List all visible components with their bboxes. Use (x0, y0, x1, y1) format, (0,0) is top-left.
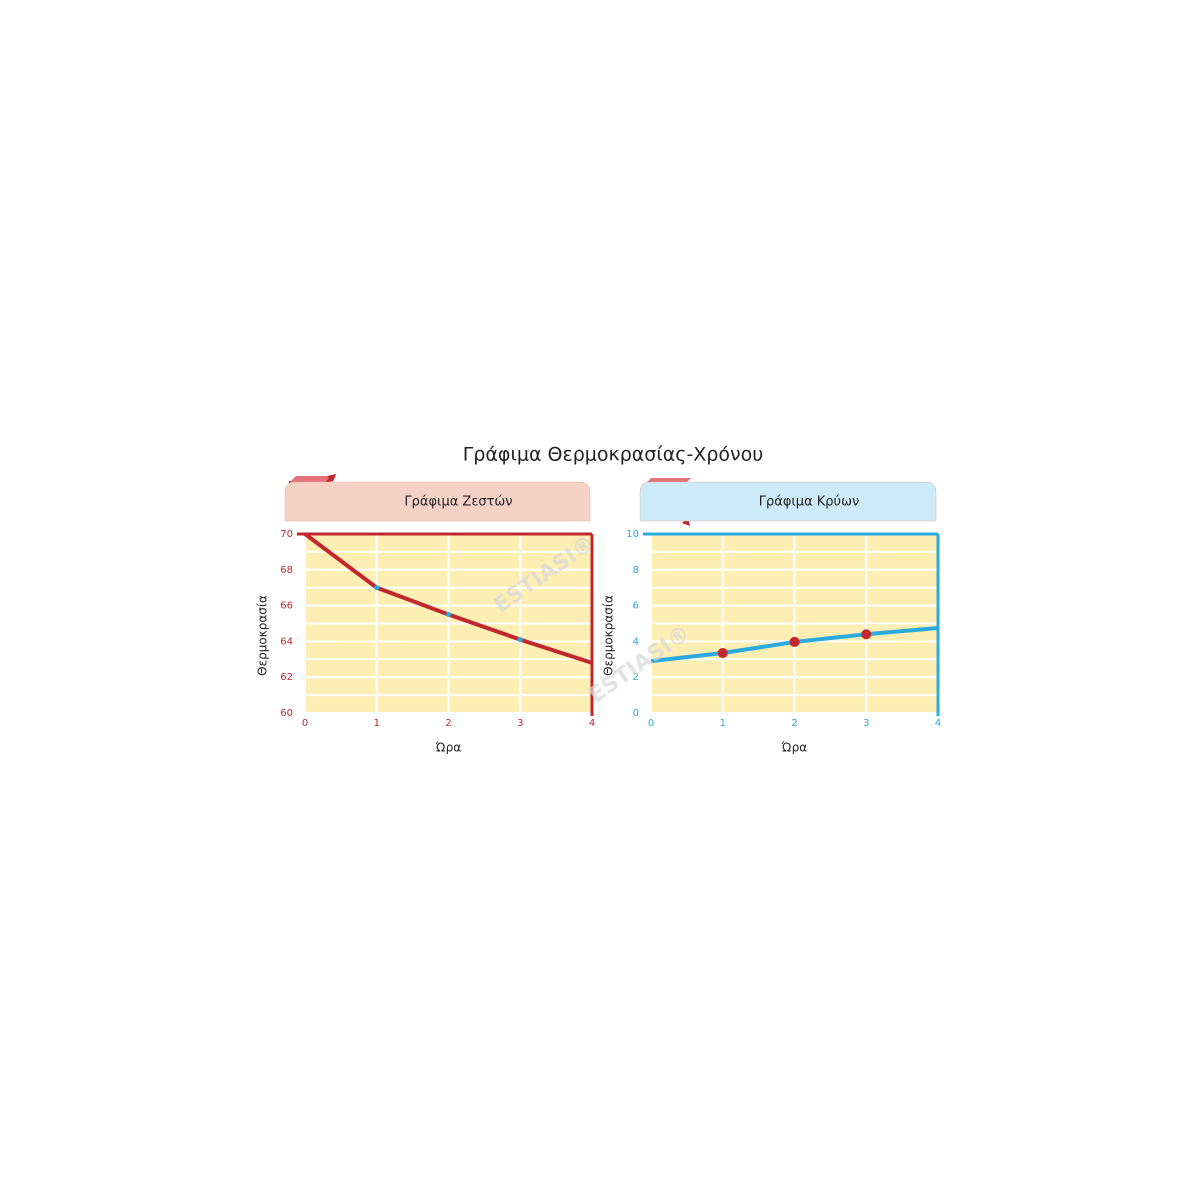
y-tick-label: 0 (633, 708, 639, 719)
x-tick-label: 0 (302, 718, 308, 729)
x-tick-label: 3 (863, 718, 869, 729)
x-tick-label: 4 (935, 718, 941, 729)
data-point (717, 648, 728, 659)
chart-header (284, 481, 591, 522)
data-point (446, 612, 451, 618)
data-point (517, 637, 523, 643)
chart-title: Γράφιμα Κρύων (759, 495, 859, 510)
y-tick-label: 62 (280, 672, 293, 683)
y-tick-label: 6 (633, 601, 639, 612)
y-tick-label: 70 (280, 529, 293, 540)
x-tick-label: 2 (791, 718, 797, 729)
page-title: Γράφιμα Θερμοκρασίας-Χρόνου (463, 444, 764, 466)
y-tick-label: 64 (280, 636, 293, 647)
x-tick-label: 3 (517, 718, 523, 729)
data-point (789, 636, 800, 647)
chart-header (639, 481, 937, 522)
x-tick-label: 1 (720, 718, 726, 729)
x-axis-label: Ώρα (435, 741, 462, 755)
data-point (861, 629, 872, 640)
y-tick-label: 60 (280, 708, 293, 719)
x-tick-label: 0 (648, 718, 654, 729)
y-tick-label: 66 (280, 601, 293, 612)
y-tick-label: 2 (633, 672, 639, 683)
y-axis-label: Θερμοκρασία (256, 595, 270, 676)
data-point (374, 585, 380, 591)
x-tick-label: 1 (374, 718, 380, 729)
x-axis-label: Ώρα (781, 741, 808, 755)
x-tick-label: 4 (589, 718, 595, 729)
y-tick-label: 4 (633, 636, 639, 647)
y-tick-label: 8 (633, 565, 639, 576)
y-axis-label: Θερμοκρασία (602, 595, 616, 676)
x-tick-label: 2 (445, 718, 451, 729)
chart-title: Γράφιμα Ζεστών (404, 495, 512, 510)
y-tick-label: 10 (626, 529, 639, 540)
y-tick-label: 68 (280, 565, 293, 576)
